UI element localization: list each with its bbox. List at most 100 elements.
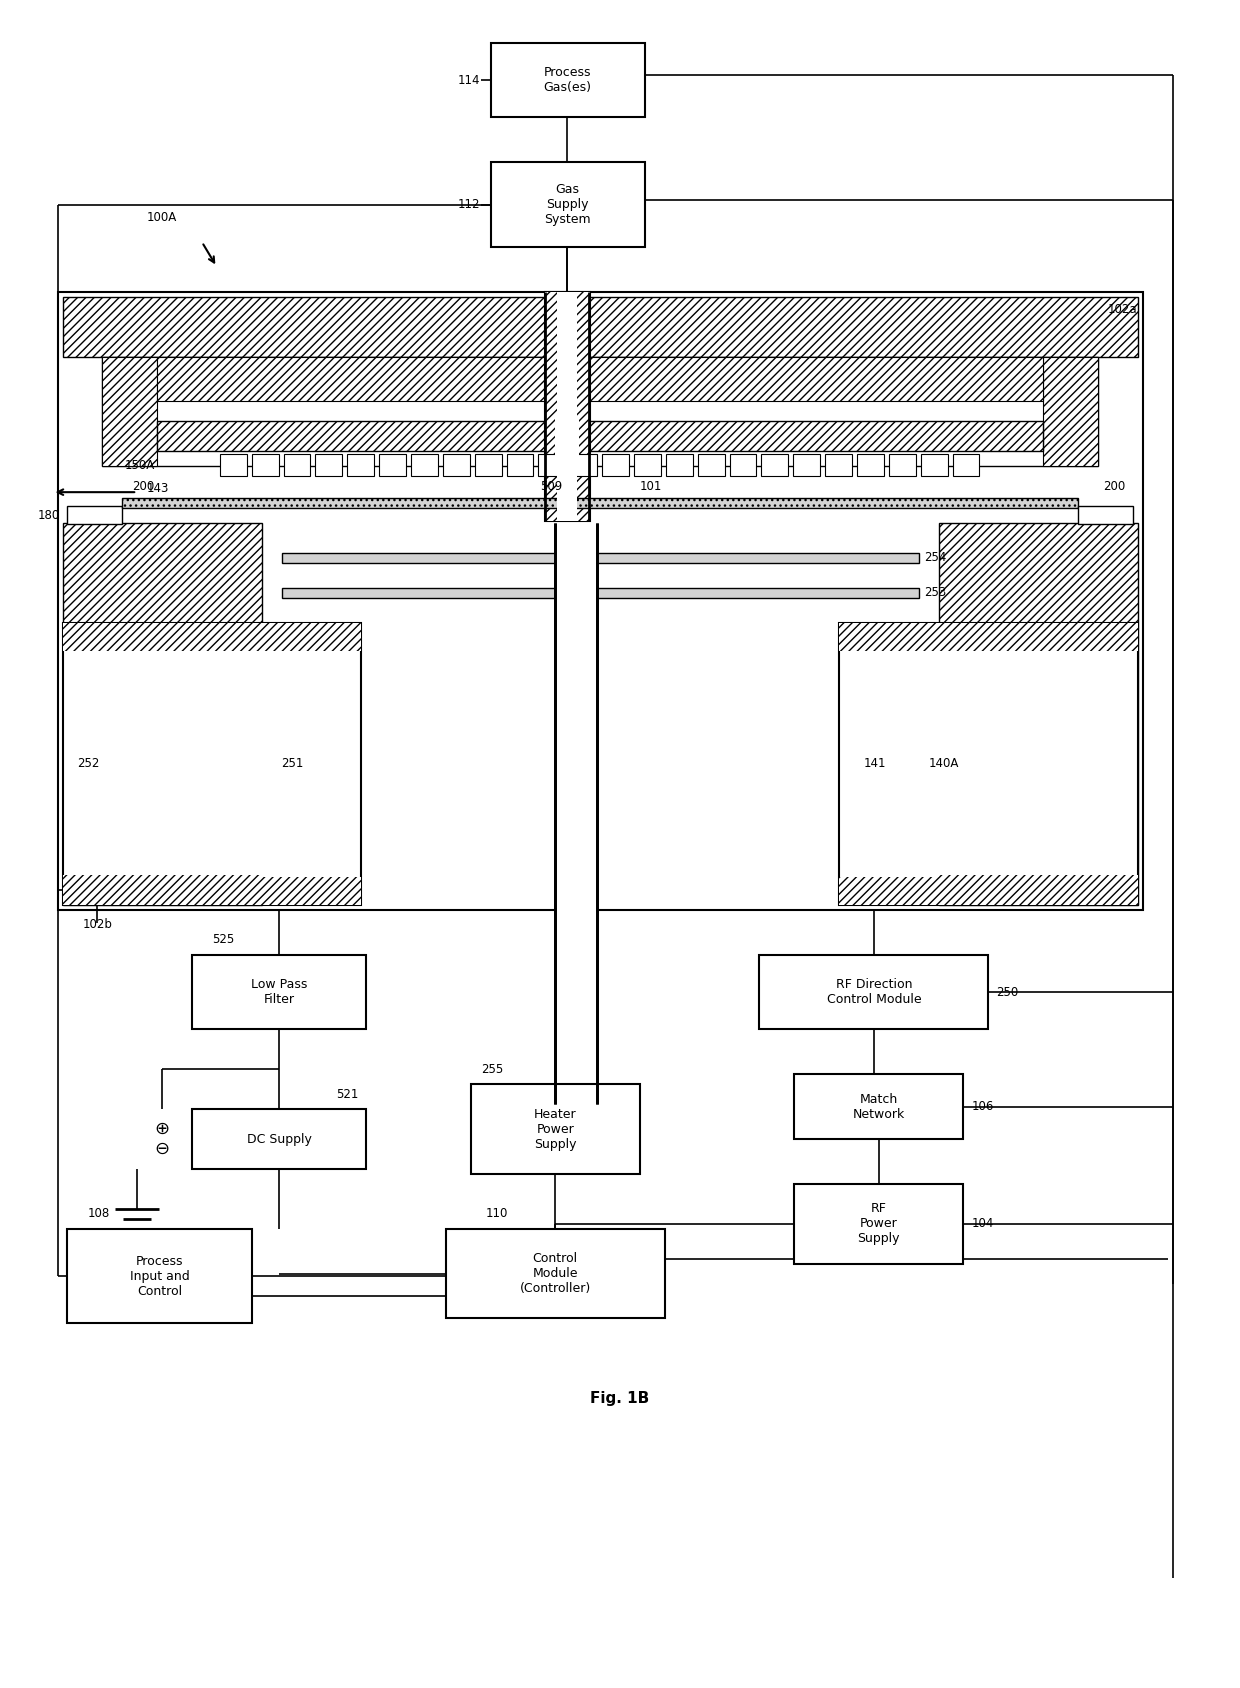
Bar [557, 292, 577, 522]
Bar [666, 454, 693, 476]
Bar [570, 454, 598, 476]
Bar [379, 454, 405, 476]
Text: 521: 521 [336, 1087, 358, 1101]
Bar [761, 454, 789, 476]
Text: Heater
Power
Supply: Heater Power Supply [534, 1107, 577, 1151]
Bar [794, 1183, 963, 1264]
Bar [252, 454, 279, 476]
Bar [67, 1229, 252, 1323]
Bar [491, 162, 645, 246]
Bar [62, 623, 361, 650]
Text: 110: 110 [486, 1207, 508, 1220]
Text: Gas
Supply
System: Gas Supply System [544, 182, 591, 226]
Bar [546, 292, 590, 522]
Bar [1043, 356, 1097, 466]
Bar [889, 454, 915, 476]
Bar [759, 955, 988, 1030]
Bar [506, 454, 533, 476]
Bar [556, 523, 598, 1104]
Text: 104: 104 [971, 1217, 993, 1231]
Bar [471, 1084, 640, 1173]
Bar [491, 42, 645, 118]
Bar [347, 454, 374, 476]
Text: 143: 143 [148, 481, 170, 495]
Bar [794, 1074, 963, 1139]
Text: 106: 106 [971, 1101, 993, 1112]
Text: 101: 101 [640, 479, 662, 493]
Bar [281, 587, 919, 598]
Text: 114: 114 [458, 74, 481, 86]
Text: DC Supply: DC Supply [247, 1133, 311, 1146]
Bar [62, 876, 361, 905]
Bar [729, 454, 756, 476]
Text: 252: 252 [77, 756, 99, 770]
Bar [794, 454, 820, 476]
Text: 200: 200 [1102, 479, 1125, 493]
Text: 102a: 102a [1109, 304, 1137, 316]
Bar [410, 454, 438, 476]
Text: 251: 251 [281, 756, 304, 770]
Bar [192, 955, 366, 1030]
Bar [443, 454, 470, 476]
Bar [123, 498, 1078, 508]
Bar [939, 523, 1137, 905]
Text: RF Direction
Control Module: RF Direction Control Module [827, 977, 921, 1006]
Bar [475, 454, 501, 476]
Bar [157, 356, 1043, 402]
Text: 253: 253 [924, 586, 946, 599]
Bar [103, 356, 1097, 466]
Bar [839, 876, 1137, 905]
Bar [556, 417, 579, 456]
Bar [281, 554, 919, 562]
Bar [103, 356, 157, 466]
Text: Fig. 1B: Fig. 1B [590, 1391, 650, 1406]
Bar [67, 506, 123, 523]
Text: RF
Power
Supply: RF Power Supply [858, 1202, 900, 1246]
Text: ⊖: ⊖ [155, 1139, 170, 1158]
Bar [315, 454, 342, 476]
Bar [284, 454, 310, 476]
Text: 102b: 102b [82, 918, 113, 932]
Bar [698, 454, 724, 476]
Text: 140A: 140A [929, 756, 959, 770]
Bar [157, 422, 1043, 451]
Bar [219, 454, 247, 476]
Bar [1078, 506, 1132, 523]
Bar [57, 292, 1142, 910]
Text: 250: 250 [996, 986, 1018, 999]
Text: 254: 254 [924, 552, 946, 564]
Bar [62, 623, 361, 905]
Text: 180: 180 [37, 508, 60, 522]
Text: 525: 525 [212, 933, 234, 947]
Text: 150A: 150A [125, 459, 155, 471]
Bar [446, 1229, 665, 1318]
Text: 509: 509 [541, 479, 563, 493]
Bar [557, 523, 596, 1104]
Bar [634, 454, 661, 476]
Text: Low Pass
Filter: Low Pass Filter [250, 977, 308, 1006]
Bar [192, 1109, 366, 1168]
Text: Control
Module
(Controller): Control Module (Controller) [520, 1252, 591, 1295]
Bar [538, 454, 565, 476]
Bar [62, 523, 262, 905]
Text: 200: 200 [133, 479, 155, 493]
Text: 255: 255 [481, 1063, 503, 1075]
Text: 112: 112 [458, 197, 481, 211]
Text: 141: 141 [864, 756, 887, 770]
Bar [839, 623, 1137, 650]
Bar [839, 623, 1137, 905]
Bar [62, 874, 262, 905]
Text: Process
Input and
Control: Process Input and Control [130, 1254, 190, 1298]
Bar [62, 297, 1137, 356]
Bar [920, 454, 947, 476]
Text: Process
Gas(es): Process Gas(es) [543, 66, 591, 95]
Text: ⊕: ⊕ [155, 1121, 170, 1138]
Bar [857, 454, 884, 476]
Text: 100A: 100A [146, 211, 177, 223]
Bar [952, 454, 980, 476]
Bar [825, 454, 852, 476]
Bar [546, 292, 590, 522]
Text: Match
Network: Match Network [853, 1092, 905, 1121]
Bar [603, 454, 629, 476]
Text: 108: 108 [87, 1207, 109, 1220]
